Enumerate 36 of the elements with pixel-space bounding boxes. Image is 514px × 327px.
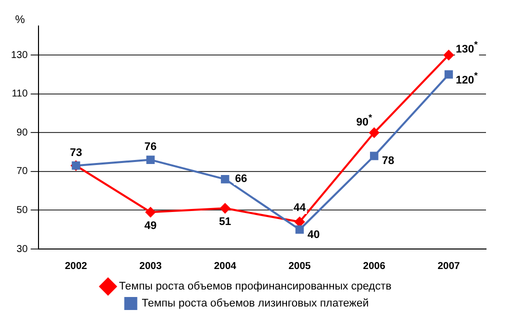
point xyxy=(444,50,454,60)
legend-label: Темпы роста объемов профинансированных средств xyxy=(119,280,392,293)
data-label: 51 xyxy=(218,216,232,228)
point xyxy=(295,225,304,234)
point xyxy=(369,128,380,138)
y-tick-label: 30 xyxy=(16,244,28,255)
y-tick-label: 70 xyxy=(16,166,28,178)
data-label: 90$^{*}$ xyxy=(355,111,374,128)
y-axis-title: % xyxy=(15,14,26,26)
x-tick-label: 2007 xyxy=(438,260,460,272)
data-label: 130$^{*}$ xyxy=(454,38,479,56)
point xyxy=(146,207,156,218)
point xyxy=(370,152,378,160)
point xyxy=(220,175,230,184)
y-tick-label: 130 xyxy=(10,50,28,61)
data-label: 49 xyxy=(143,220,158,232)
x-tick-label: 2004 xyxy=(214,260,237,272)
x-tick-label: 2002 xyxy=(64,260,88,272)
data-label: 66 xyxy=(234,173,248,186)
y-tick-label: 110 xyxy=(12,88,28,100)
x-tick-label: 2003 xyxy=(139,260,162,272)
data-label: 73 xyxy=(68,146,84,159)
data-label: 78 xyxy=(381,154,396,167)
data-label: 44 xyxy=(292,202,307,214)
data-label: 120$^{*}$ xyxy=(454,70,479,87)
x-tick-label: 2005 xyxy=(288,260,312,272)
point xyxy=(220,203,230,214)
data-label: 76 xyxy=(143,140,158,153)
y-tick-label: 90 xyxy=(16,127,28,138)
legend-label: Темпы роста объемов лизинговых платежей xyxy=(142,298,369,310)
point xyxy=(146,156,155,164)
point xyxy=(444,70,453,79)
y-tick-label: 50 xyxy=(16,204,28,216)
x-tick-label: 2006 xyxy=(363,260,386,272)
point xyxy=(294,216,305,227)
data-label: 40 xyxy=(306,228,321,241)
